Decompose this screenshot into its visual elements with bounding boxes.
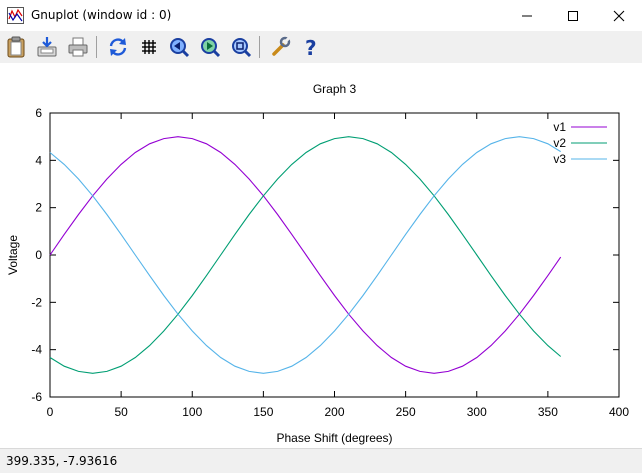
- copy-to-clipboard-button[interactable]: [4, 35, 28, 59]
- minimize-button[interactable]: [504, 0, 550, 31]
- options-button[interactable]: [268, 35, 292, 59]
- help-icon: ?: [305, 36, 317, 60]
- x-tick-label: 100: [182, 405, 202, 419]
- legend-label-v3: v3: [553, 152, 566, 166]
- title-bar: Gnuplot (window id : 0): [0, 0, 642, 31]
- gnuplot-app-icon: [7, 7, 24, 24]
- x-tick-label: 300: [467, 405, 487, 419]
- maximize-button[interactable]: [550, 0, 596, 31]
- y-tick-label: -2: [31, 295, 42, 309]
- replot-button[interactable]: [106, 35, 130, 59]
- help-button[interactable]: ?: [299, 35, 323, 60]
- next-zoom-button[interactable]: [198, 35, 222, 59]
- y-tick-label: -6: [31, 390, 42, 404]
- maximize-icon: [568, 11, 578, 21]
- print-button[interactable]: [66, 35, 90, 59]
- toolbar-separator: [259, 36, 260, 58]
- y-tick-label: 6: [35, 106, 42, 120]
- save-icon: [37, 37, 57, 57]
- close-icon: [613, 10, 625, 22]
- series-line-v3: [49, 136, 561, 374]
- y-tick-label: 2: [35, 201, 42, 215]
- x-tick-label: 250: [396, 405, 416, 419]
- unzoom-icon: [232, 38, 252, 58]
- x-axis-label: Phase Shift (degrees): [276, 431, 392, 445]
- toolbar: ?: [0, 31, 642, 63]
- save-button[interactable]: [35, 35, 59, 59]
- legend-label-v1: v1: [553, 120, 566, 134]
- y-tick-label: -4: [31, 343, 42, 357]
- clipboard-icon: [7, 36, 25, 58]
- chart-title: Graph 3: [313, 82, 357, 96]
- mouse-coordinates: 399.335, -7.93616: [6, 454, 118, 468]
- replot-icon: [109, 38, 127, 56]
- toolbar-separator: [96, 36, 97, 58]
- grid-button[interactable]: [137, 35, 161, 59]
- close-button[interactable]: [596, 0, 642, 31]
- wrench-icon: [272, 36, 291, 56]
- x-tick-label: 400: [609, 405, 629, 419]
- status-bar: 399.335, -7.93616: [0, 448, 642, 473]
- x-tick-label: 350: [538, 405, 558, 419]
- x-tick-label: 200: [324, 405, 344, 419]
- grid-icon: [142, 40, 156, 54]
- previous-zoom-button[interactable]: [167, 35, 191, 59]
- series-line-v1: [49, 136, 562, 374]
- zoom-previous-icon: [170, 38, 190, 58]
- x-tick-label: 0: [47, 405, 54, 419]
- minimize-icon: [522, 15, 532, 17]
- legend-label-v2: v2: [553, 136, 566, 150]
- plot-canvas[interactable]: 0 50 100 150 200 250 300 350 400 -6 -4 -2 0 2 4 6 Graph …: [0, 63, 642, 448]
- printer-icon: [68, 37, 88, 57]
- y-tick-label: 4: [35, 153, 42, 167]
- series-line-v2: [49, 136, 562, 374]
- x-tick-label: 50: [114, 405, 128, 419]
- y-axis-label: Voltage: [6, 235, 20, 275]
- window-title: Gnuplot (window id : 0): [31, 8, 172, 22]
- zoom-next-icon: [201, 38, 221, 58]
- y-tick-label: 0: [35, 248, 42, 262]
- unzoom-button[interactable]: [229, 35, 253, 59]
- svg-text:?: ?: [305, 36, 317, 59]
- x-tick-label: 150: [253, 405, 273, 419]
